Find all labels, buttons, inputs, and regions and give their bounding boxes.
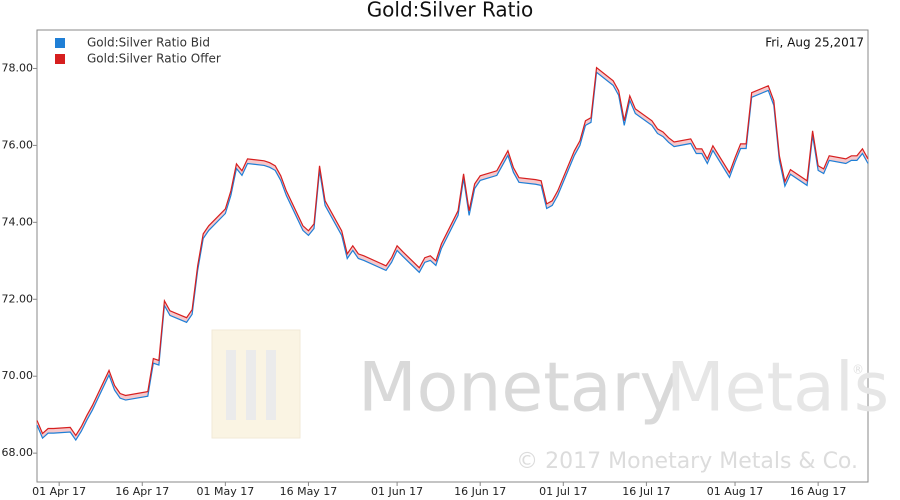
- x-tick-label: 16 Aug 17: [790, 485, 846, 498]
- x-tick-label: 16 Apr 17: [115, 485, 169, 498]
- watermark-logo: [211, 329, 301, 439]
- x-tick-label: 01 Jun 17: [371, 485, 423, 498]
- watermark-brand: Metals: [666, 349, 889, 428]
- legend-swatch: [55, 38, 65, 48]
- series-line: [36, 66, 869, 437]
- watermark-brand: Monetary: [358, 349, 680, 428]
- y-tick-label: 72.00: [2, 292, 34, 305]
- legend-label: Gold:Silver Ratio Offer: [87, 52, 221, 66]
- watermark: [211, 329, 301, 439]
- y-tick-label: 70.00: [2, 369, 34, 382]
- x-tick-label: 01 Aug 17: [707, 485, 763, 498]
- date-annotation: Fri, Aug 25,2017: [765, 36, 864, 50]
- watermark-registered: ®: [852, 363, 864, 377]
- x-tick-label: 01 Jul 17: [539, 485, 587, 498]
- y-tick-label: 78.00: [2, 61, 34, 74]
- chart-title: Gold:Silver Ratio: [367, 0, 534, 22]
- y-tick-label: 74.00: [2, 215, 34, 228]
- legend-label: Gold:Silver Ratio Bid: [87, 36, 210, 50]
- watermark-copyright: © 2017 Monetary Metals & Co.: [516, 449, 858, 474]
- watermark-logo-bar: [266, 350, 276, 420]
- watermark-logo-bar: [246, 350, 256, 420]
- plot-frame: [36, 29, 869, 483]
- x-tick-label: 01 Apr 17: [32, 485, 86, 498]
- x-tick-label: 16 Jun 17: [454, 485, 506, 498]
- series-line: [36, 71, 869, 442]
- x-tick-label: 01 May 17: [196, 485, 254, 498]
- x-tick-label: 16 Jul 17: [622, 485, 670, 498]
- y-tick-label: 68.00: [2, 446, 34, 459]
- x-tick-label: 16 May 17: [280, 485, 338, 498]
- legend-swatch: [55, 54, 65, 64]
- y-tick-label: 76.00: [2, 138, 34, 151]
- watermark-logo-bar: [226, 350, 236, 420]
